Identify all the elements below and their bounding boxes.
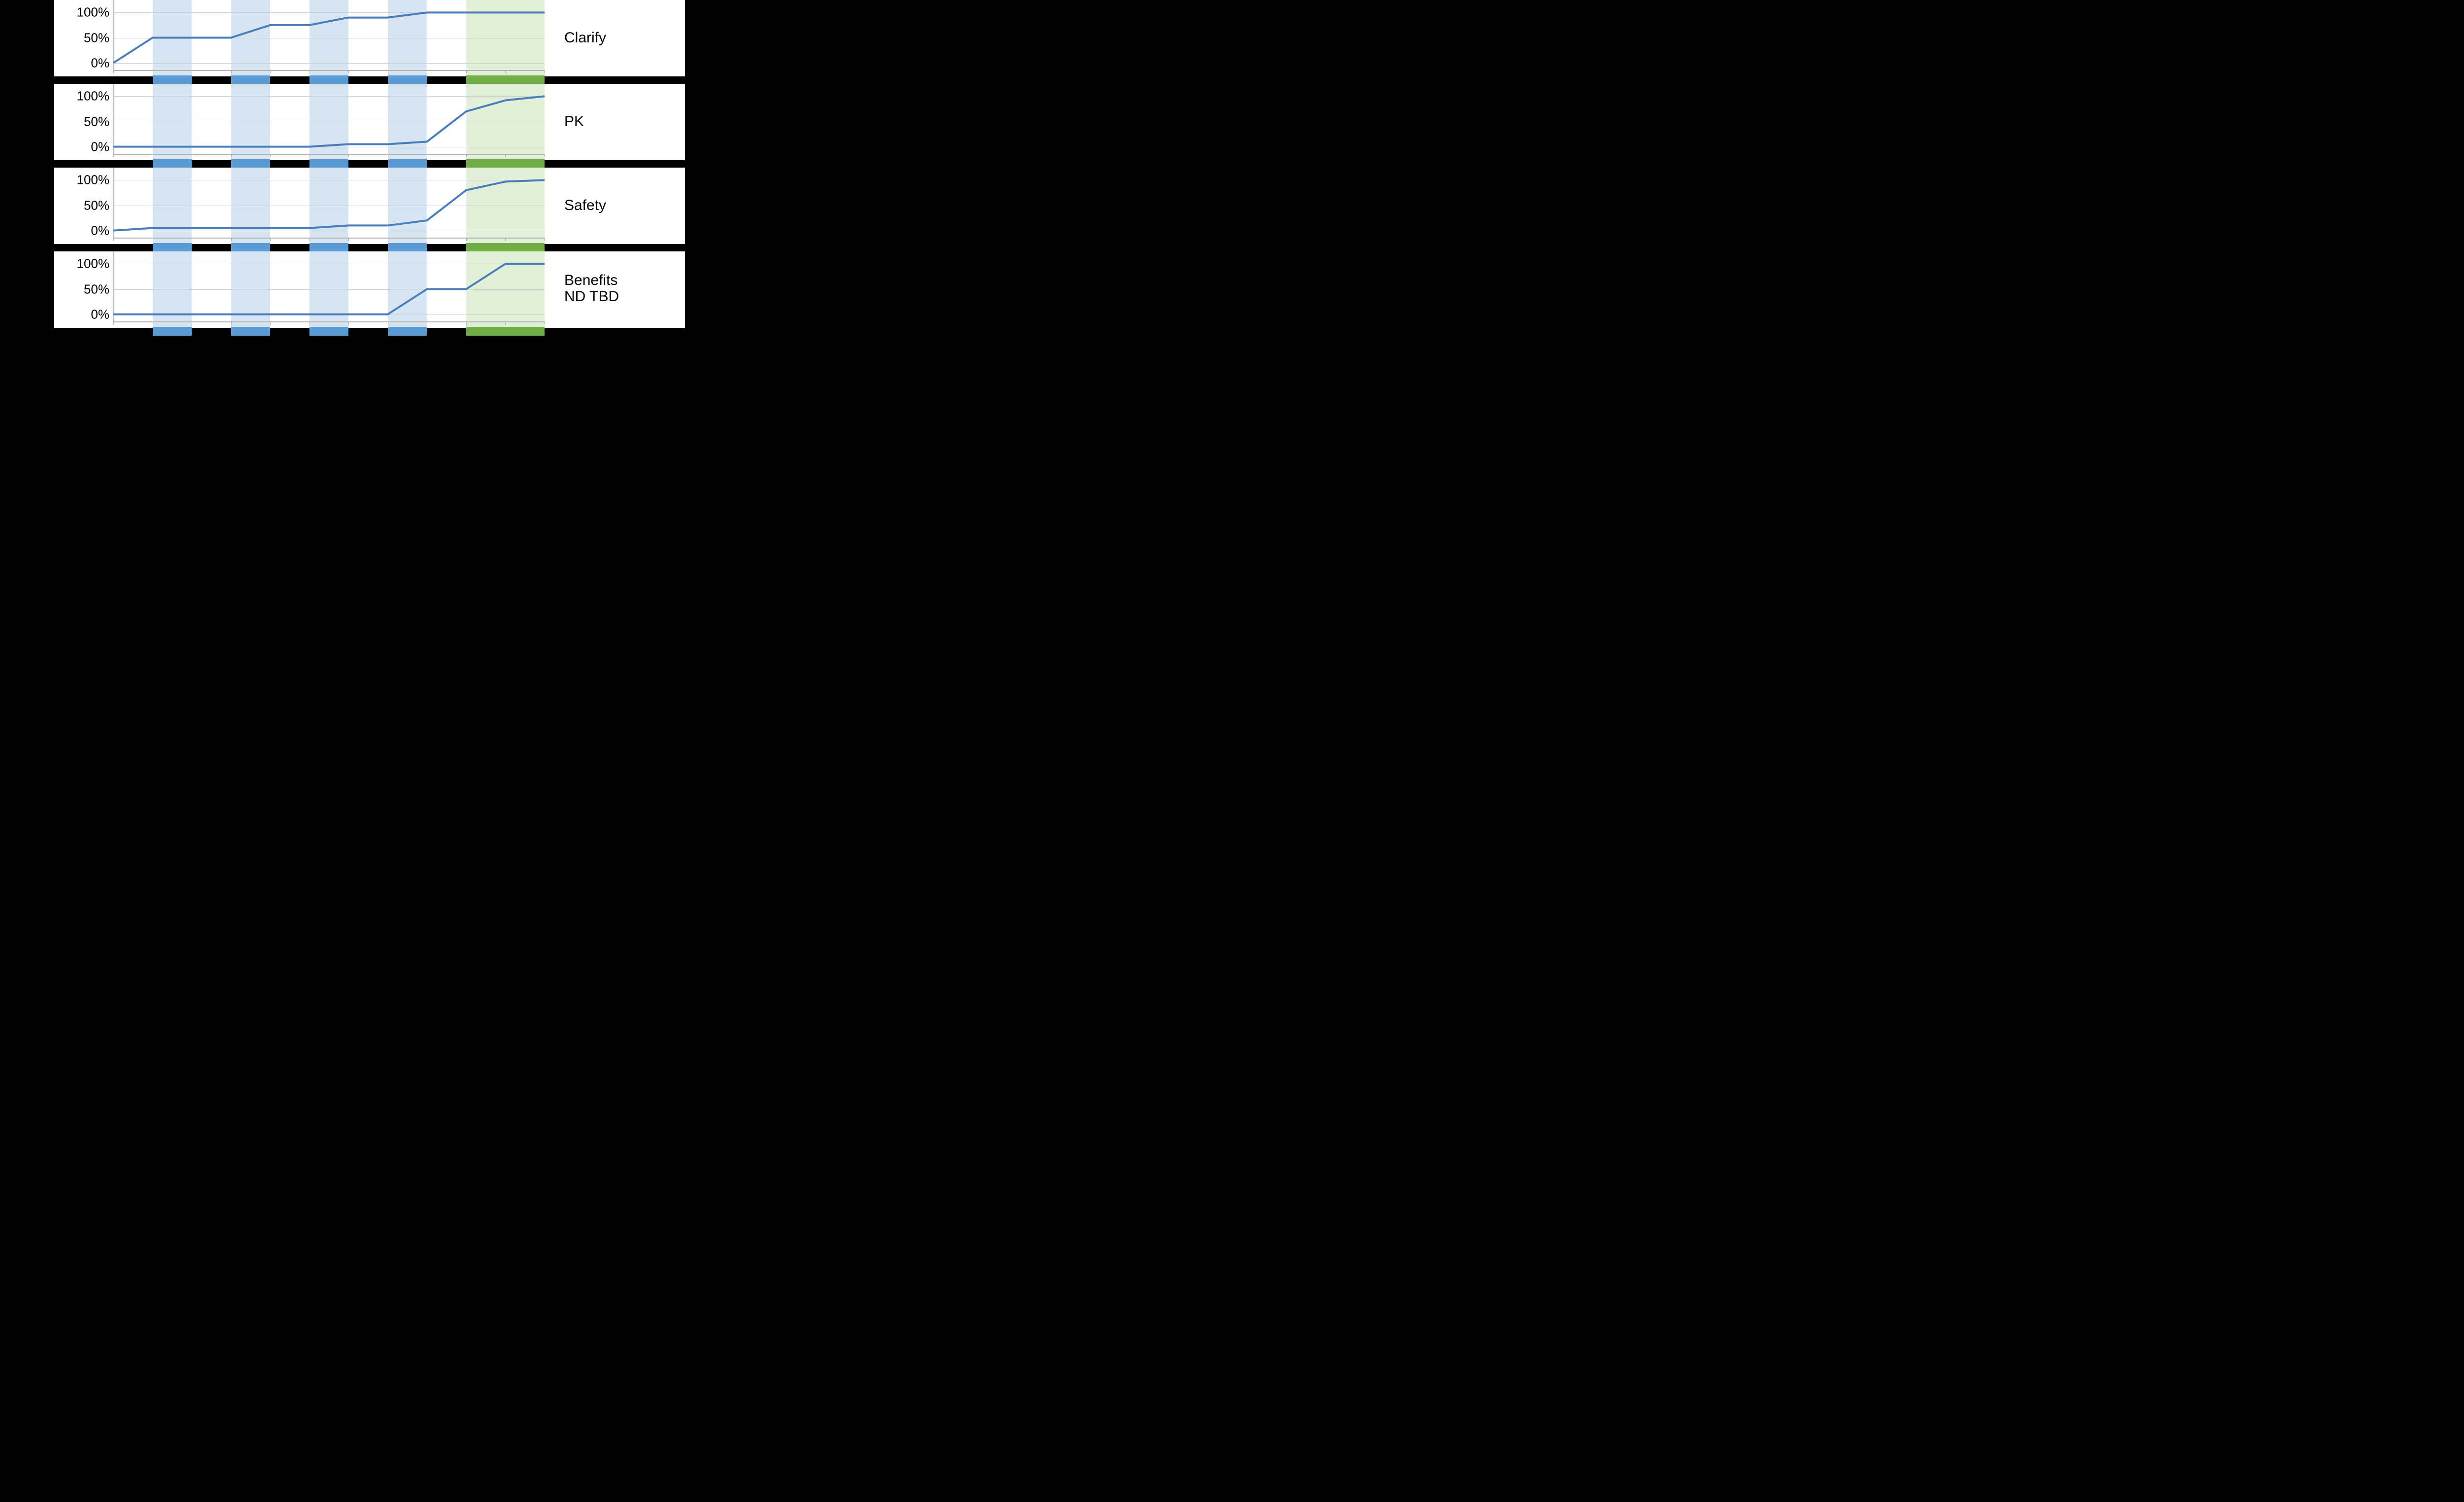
x-axis-label: Ph 2: [352, 347, 384, 365]
series-line: [113, 5, 545, 70]
underbar: [466, 327, 545, 336]
ytick-label: 100%: [77, 256, 110, 272]
xtick: [309, 154, 310, 157]
xtick: [113, 238, 114, 241]
xtick: [348, 322, 349, 325]
xtick: [113, 322, 114, 325]
xtick: [466, 238, 467, 241]
row-label-benefits-nd-tbd: BenefitsND TBD: [564, 272, 619, 305]
xtick: [231, 70, 232, 73]
xtick: [466, 70, 467, 73]
ytick-label: 0%: [91, 139, 109, 154]
ytick-label: 100%: [77, 89, 110, 104]
series-line: [113, 89, 545, 154]
underbar: [153, 327, 192, 336]
x-axis-label: Ph sim: [187, 347, 236, 365]
x-axis-label: Ph 1: [274, 347, 306, 365]
series-line: [113, 173, 545, 238]
underbar: [231, 243, 271, 252]
y-axis-label: Rev Rec %: [6, 163, 23, 237]
xtick: [505, 154, 506, 157]
xtick: [348, 70, 349, 73]
underbar: [388, 327, 427, 336]
xtick: [466, 154, 467, 157]
ytick-label: 100%: [77, 5, 110, 20]
xtick: [309, 238, 310, 241]
ytick-label: 50%: [84, 114, 109, 129]
underbar: [388, 159, 427, 168]
xtick: [113, 70, 114, 73]
underbar: [466, 75, 545, 84]
underbar: [309, 243, 349, 252]
xtick: [270, 70, 271, 73]
xtick: [309, 322, 310, 325]
xtick: [231, 238, 232, 241]
x-axis-labels: Conception Ph sim Ph 1 Ph 2 Ph 3 Commercial: [0, 347, 754, 371]
row-label-pk: PK: [564, 113, 584, 130]
row-label-clarify: Clarify: [564, 30, 606, 46]
ytick-label: 50%: [84, 30, 109, 45]
revrec-figure: Rev Rec % 0% 50% 100% Clarify 0% 50% 100% PK 0% 5…: [0, 0, 754, 399]
x-axis-label: Ph 3: [430, 347, 463, 365]
x-axis-label: Commercial: [475, 347, 559, 365]
underbar: [309, 75, 349, 84]
underbar: [388, 75, 427, 84]
xtick: [505, 70, 506, 73]
plot-area: 0%50%100%: [113, 89, 545, 154]
series-line: [113, 256, 545, 322]
xtick: [466, 322, 467, 325]
ytick-label: 50%: [84, 198, 109, 213]
underbar: [153, 159, 192, 168]
xtick: [270, 238, 271, 241]
underbar: [231, 159, 271, 168]
plot-area: 0%50%100%: [113, 173, 545, 238]
underbar: [466, 159, 545, 168]
plot-area: 0%50%100%: [113, 5, 545, 70]
underbar: [309, 159, 349, 168]
xtick: [113, 154, 114, 157]
xtick: [270, 154, 271, 157]
ytick-label: 0%: [91, 223, 109, 238]
plot-area: 0%50%100%: [113, 256, 545, 322]
xtick: [505, 238, 506, 241]
ytick-label: 100%: [77, 173, 110, 188]
xtick: [231, 154, 232, 157]
row-label-safety: Safety: [564, 197, 606, 213]
xtick: [231, 322, 232, 325]
underbar: [388, 243, 427, 252]
xtick: [309, 70, 310, 73]
xtick: [505, 322, 506, 325]
underbar: [231, 75, 271, 84]
underbar: [153, 243, 192, 252]
ytick-label: 0%: [91, 307, 109, 322]
panel-pk: 0% 50% 100%: [54, 84, 685, 160]
underbar: [153, 75, 192, 84]
underbar: [231, 327, 271, 336]
xtick: [348, 154, 349, 157]
underbar: [466, 243, 545, 252]
ytick-label: 0%: [91, 55, 109, 70]
underbar: [309, 327, 349, 336]
ytick-label: 50%: [84, 281, 109, 297]
xtick: [348, 238, 349, 241]
x-axis-label: Conception: [93, 347, 173, 365]
xtick: [270, 322, 271, 325]
